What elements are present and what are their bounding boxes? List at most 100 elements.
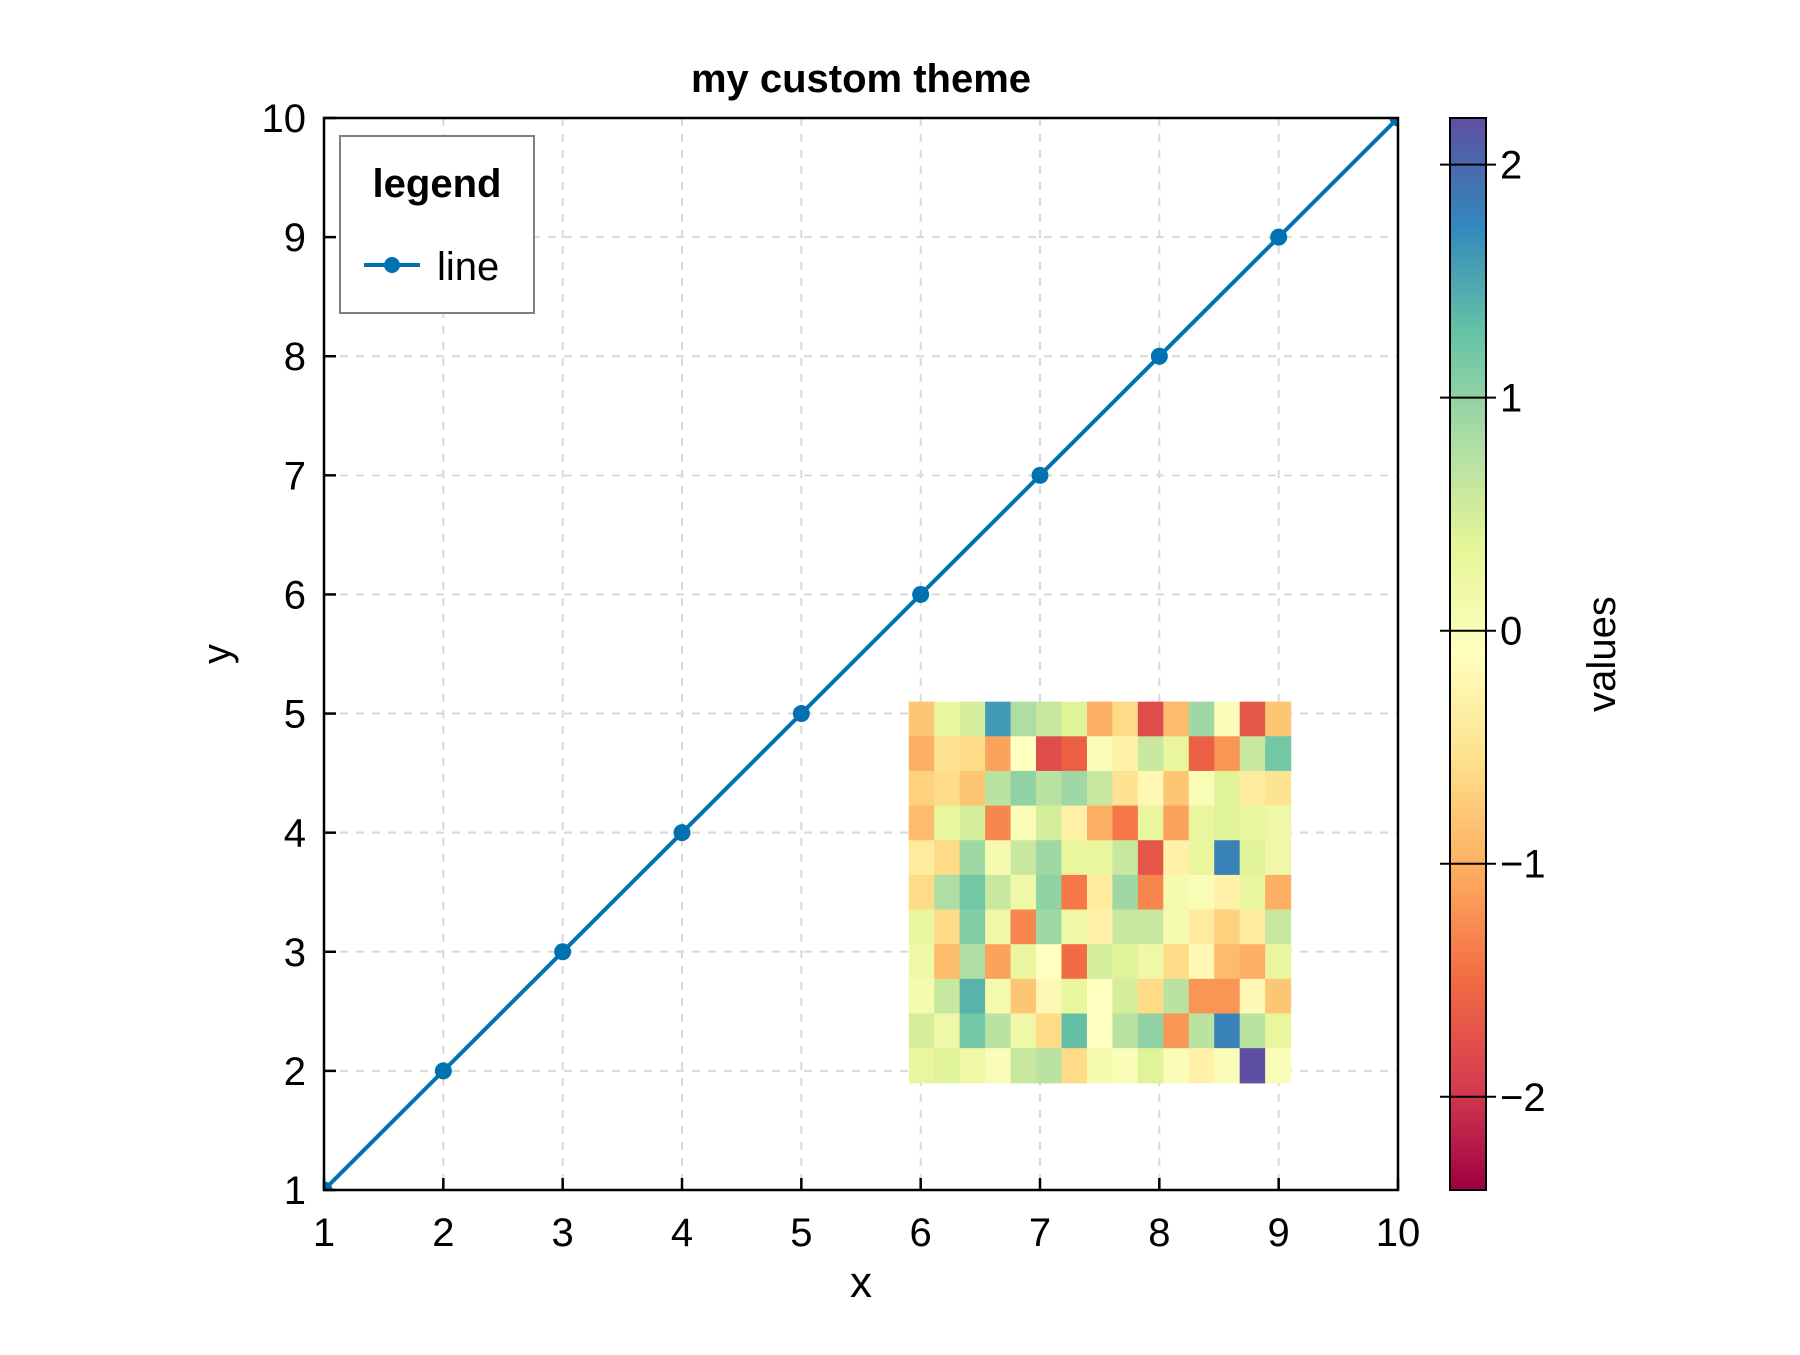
heatmap-cell <box>1188 978 1215 1015</box>
heatmap-cell <box>1061 909 1088 945</box>
heatmap-cell <box>1086 1013 1113 1049</box>
colorbar-tick-label: 0 <box>1500 610 1522 654</box>
heatmap-cell <box>959 909 986 945</box>
heatmap-cell <box>908 736 935 772</box>
series-line <box>324 118 1398 1190</box>
plot-frame <box>322 116 1400 1192</box>
heatmap-cell <box>985 805 1012 841</box>
heatmap-cell <box>908 909 935 945</box>
heatmap-cell <box>1036 701 1063 737</box>
heatmap-cell <box>959 978 986 1015</box>
heatmap-cell <box>1163 874 1190 911</box>
heatmap-cell <box>908 874 935 911</box>
heatmap-cell <box>934 736 961 772</box>
heatmap-cell <box>908 978 935 1015</box>
heatmap-cell <box>1265 701 1292 737</box>
heatmap-cell <box>985 944 1012 980</box>
heatmap-cell <box>1188 701 1215 737</box>
heatmap-cell <box>1010 1048 1037 1084</box>
heatmap-cell <box>1239 909 1266 945</box>
heatmap-cell <box>1061 736 1088 772</box>
heatmap-cell <box>934 805 961 841</box>
heatmap-cell <box>1061 770 1088 807</box>
heatmap-cell <box>934 874 961 911</box>
heatmap-cell <box>1188 1048 1215 1084</box>
x-tick-label: 5 <box>790 1211 812 1255</box>
heatmap-cell <box>1010 805 1037 841</box>
heatmap-cell <box>1036 805 1063 841</box>
heatmap-cell <box>1061 874 1088 911</box>
heatmap-cell <box>1265 805 1292 841</box>
heatmap-cell <box>1163 701 1190 737</box>
legend-marker-swatch <box>384 257 400 273</box>
heatmap-cell <box>908 1013 935 1049</box>
x-tick-label: 6 <box>910 1211 932 1255</box>
legend-title: legend <box>373 162 502 206</box>
heatmap-cell <box>1214 909 1241 945</box>
heatmap-cell <box>1163 909 1190 945</box>
heatmap-cell <box>1086 978 1113 1015</box>
data-point <box>324 1181 333 1190</box>
heatmap-cell <box>1188 840 1215 876</box>
heatmap-cell <box>1163 1048 1190 1084</box>
colorbar-tick-label: 2 <box>1500 144 1522 188</box>
heatmap-cell <box>1010 1013 1037 1049</box>
y-tick-label: 6 <box>284 573 306 617</box>
heatmap-cell <box>1239 978 1266 1015</box>
heatmap-cell <box>1112 701 1139 737</box>
heatmap-cell <box>1265 944 1292 980</box>
heatmap-cell <box>985 701 1012 737</box>
x-tick-label: 3 <box>552 1211 574 1255</box>
heatmap-cell <box>908 701 935 737</box>
heatmap-cell <box>1137 944 1164 980</box>
heatmap-cell <box>1265 736 1292 772</box>
heatmap-cell <box>1036 736 1063 772</box>
heatmap-cell <box>1188 736 1215 772</box>
heatmap-cell <box>1239 770 1266 807</box>
heatmap-cell <box>934 770 961 807</box>
heatmap-cell <box>934 978 961 1015</box>
heatmap-cell <box>1265 909 1292 945</box>
heatmap-cell <box>1112 770 1139 807</box>
data-point <box>1031 466 1049 484</box>
heatmap-cell <box>1163 944 1190 980</box>
heatmap-cell <box>1112 805 1139 841</box>
heatmap-cell <box>1086 944 1113 980</box>
heatmap-cell <box>1265 978 1292 1015</box>
heatmap-cell <box>1163 978 1190 1015</box>
heatmap-cell <box>1265 840 1292 876</box>
heatmap-cell <box>1137 1048 1164 1084</box>
heatmap-cell <box>1061 1013 1088 1049</box>
heatmap-cell <box>908 805 935 841</box>
heatmap-cell <box>1086 770 1113 807</box>
heatmap-cell <box>1265 770 1292 807</box>
heatmap-cell <box>1188 909 1215 945</box>
heatmap-cell <box>1239 701 1266 737</box>
y-tick-label: 1 <box>284 1169 306 1213</box>
heatmap-cell <box>1010 840 1037 876</box>
heatmap-cell <box>959 944 986 980</box>
heatmap-cell <box>1137 978 1164 1015</box>
heatmap-cell <box>1010 909 1037 945</box>
heatmap-cell <box>1137 874 1164 911</box>
heatmap-cell <box>1214 701 1241 737</box>
heatmap-cell <box>934 944 961 980</box>
heatmap-cell <box>1163 1013 1190 1049</box>
x-tick-label: 9 <box>1268 1211 1290 1255</box>
heatmap-cell <box>1239 944 1266 980</box>
heatmap-cell <box>1010 874 1037 911</box>
heatmap <box>908 701 1292 1084</box>
heatmap-cell <box>1036 909 1063 945</box>
colorbar: 2 1 0 −1 −2 values <box>1440 117 1624 1191</box>
x-tick-label: 8 <box>1148 1211 1170 1255</box>
x-tick-label: 10 <box>1376 1211 1421 1255</box>
heatmap-cell <box>1112 736 1139 772</box>
x-tick-label: 7 <box>1029 1211 1051 1255</box>
legend-entry-line: line <box>437 245 499 289</box>
heatmap-cell <box>1239 736 1266 772</box>
x-axis-label: x <box>850 1258 872 1307</box>
heatmap-cell <box>1214 874 1241 911</box>
heatmap-cell <box>1036 944 1063 980</box>
heatmap-cell <box>1036 1013 1063 1049</box>
